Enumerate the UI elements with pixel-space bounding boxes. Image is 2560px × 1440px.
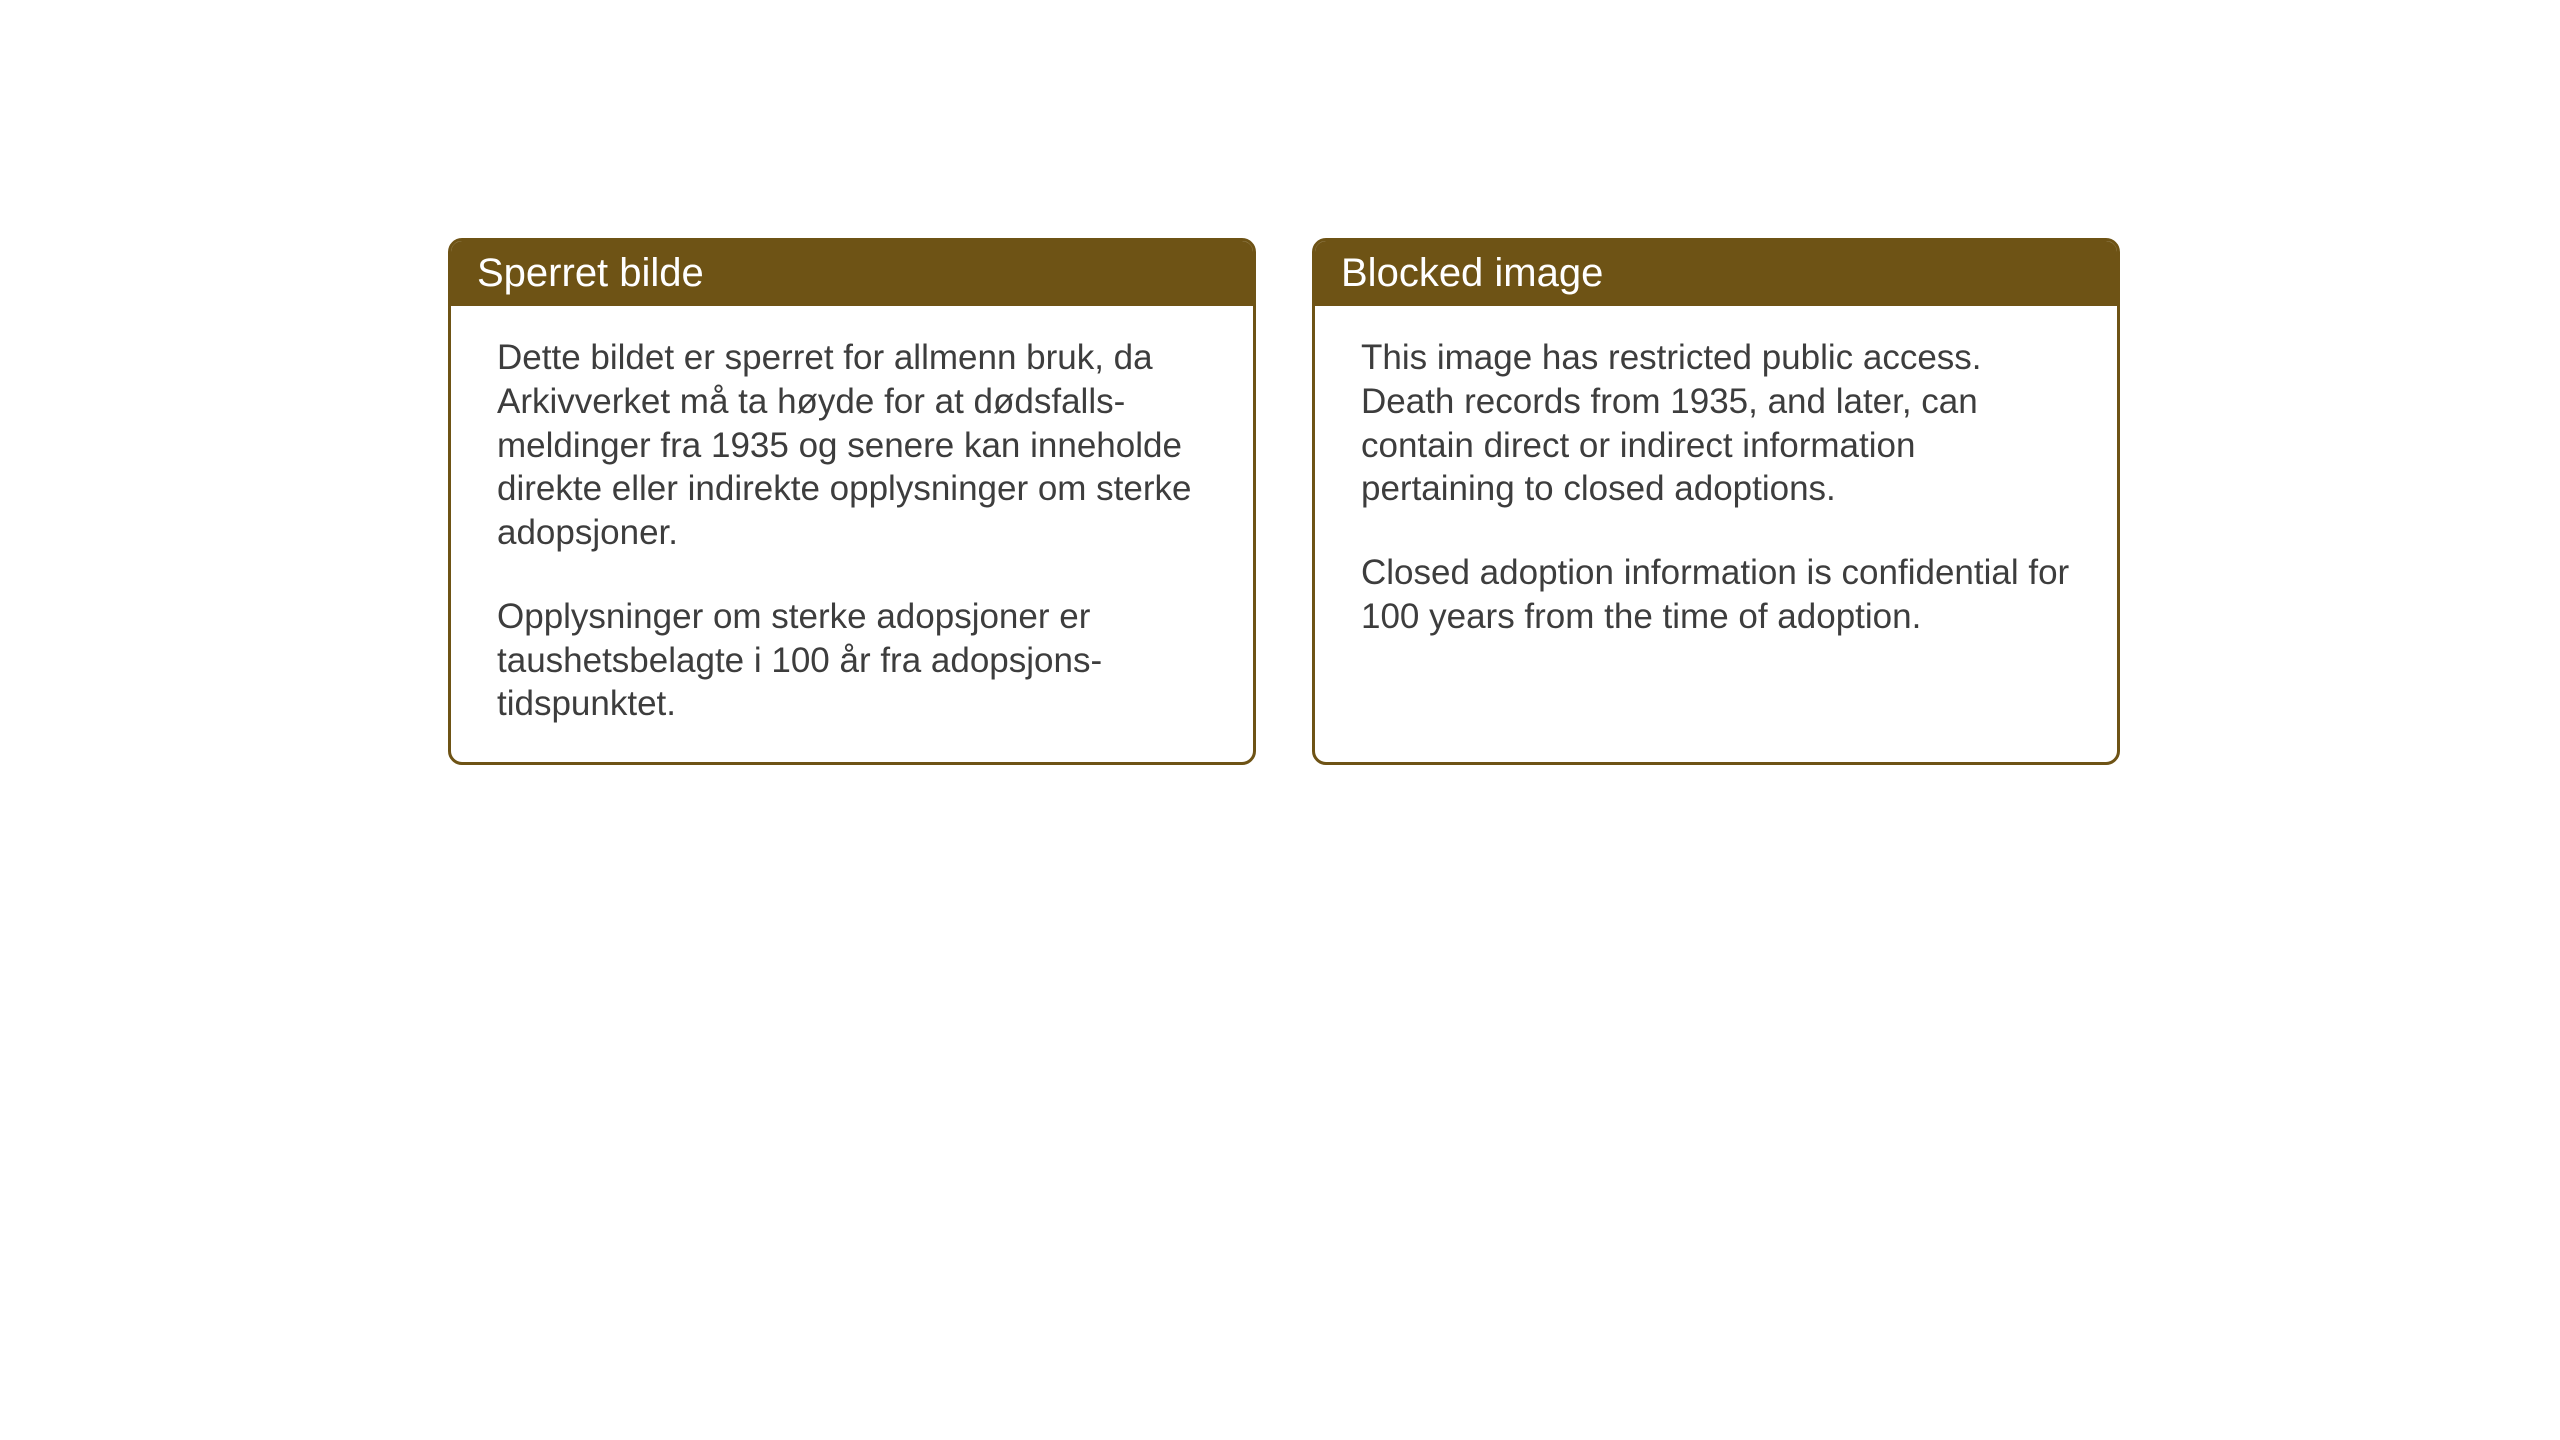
card-english-body: This image has restricted public access.… <box>1315 306 2117 675</box>
card-english-paragraph-1: This image has restricted public access.… <box>1361 336 2071 511</box>
card-norwegian: Sperret bilde Dette bildet er sperret fo… <box>448 238 1256 765</box>
card-norwegian-body: Dette bildet er sperret for allmenn bruk… <box>451 306 1253 762</box>
card-norwegian-header: Sperret bilde <box>451 241 1253 306</box>
cards-container: Sperret bilde Dette bildet er sperret fo… <box>448 238 2120 765</box>
card-norwegian-paragraph-2: Opplysninger om sterke adopsjoner er tau… <box>497 595 1207 726</box>
card-english: Blocked image This image has restricted … <box>1312 238 2120 765</box>
card-norwegian-paragraph-1: Dette bildet er sperret for allmenn bruk… <box>497 336 1207 555</box>
card-english-header: Blocked image <box>1315 241 2117 306</box>
card-english-paragraph-2: Closed adoption information is confident… <box>1361 551 2071 639</box>
